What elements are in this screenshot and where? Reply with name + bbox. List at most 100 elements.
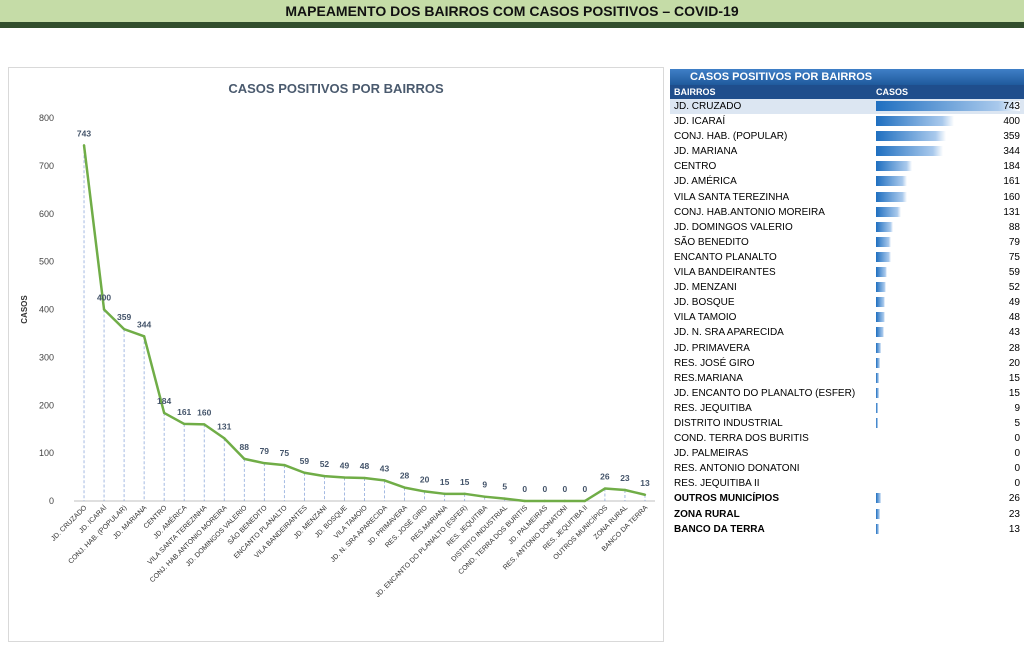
table-row: CONJ. HAB. (POPULAR) 359: [670, 129, 1024, 144]
y-tick-label: 100: [39, 448, 54, 458]
table-row: JD. ICARAÍ 400: [670, 114, 1024, 129]
table-row: DISTRITO INDUSTRIAL 5: [670, 416, 1024, 431]
data-label: 0: [542, 484, 547, 494]
table-row: JD. MARIANA 344: [670, 144, 1024, 159]
row-case-count: 161: [1003, 176, 1020, 188]
row-case-count: 0: [1014, 478, 1020, 490]
line-chart: CASOS POSITIVOS POR BAIRROSCASOS01002003…: [20, 81, 655, 599]
table-row: JD. N. SRA APARECIDA 43: [670, 325, 1024, 340]
row-bairro-name: JD. BOSQUE: [674, 297, 735, 309]
row-data-bar: [876, 312, 886, 323]
row-data-bar: [876, 191, 907, 202]
data-point: [263, 461, 266, 465]
data-label: 0: [583, 484, 588, 494]
page-title: MAPEAMENTO DOS BAIRROS COM CASOS POSITIV…: [285, 3, 739, 19]
row-bairro-name: JD. N. SRA APARECIDA: [674, 327, 784, 339]
row-data-bar: [876, 221, 894, 232]
table-row: CENTRO 184: [670, 159, 1024, 174]
row-data-bar: [876, 327, 885, 338]
data-label: 75: [280, 448, 290, 458]
row-case-count: 75: [1008, 251, 1020, 263]
row-bairro-name: COND. TERRA DOS BURITIS: [674, 433, 809, 445]
row-case-count: 23: [1008, 508, 1020, 520]
data-label: 23: [620, 473, 630, 483]
chart-title: CASOS POSITIVOS POR BAIRROS: [228, 81, 444, 96]
row-bairro-name: CONJ. HAB. (POPULAR): [674, 131, 788, 143]
row-case-count: 0: [1014, 448, 1020, 460]
row-case-count: 344: [1003, 146, 1020, 158]
data-point: [603, 487, 607, 490]
data-label: 5: [502, 482, 507, 492]
data-point: [423, 490, 426, 493]
data-point: [563, 499, 567, 503]
row-data-bar: [876, 417, 878, 428]
data-point: [223, 437, 226, 440]
row-data-bar: [876, 161, 912, 172]
x-tick-label: JD. CRUZADO: [50, 504, 89, 543]
row-case-count: 43: [1008, 327, 1020, 339]
row-data-bar: [876, 402, 878, 413]
row-bairro-name: CONJ. HAB.ANTONIO MOREIRA: [674, 206, 825, 218]
data-point: [383, 479, 386, 482]
y-axis-label: CASOS: [20, 295, 29, 324]
y-tick-label: 200: [39, 400, 54, 410]
row-case-count: 13: [1008, 523, 1020, 535]
data-label: 184: [157, 396, 171, 406]
data-label: 43: [380, 463, 390, 473]
table-row: OUTROS MUNICÍPIOS 26: [670, 491, 1024, 506]
row-case-count: 49: [1008, 297, 1020, 309]
row-case-count: 59: [1008, 267, 1020, 279]
banner-dark-band: [0, 22, 1024, 28]
row-case-count: 184: [1003, 161, 1020, 173]
row-data-bar: [876, 131, 946, 142]
data-label: 0: [562, 484, 567, 494]
row-data-bar: [876, 372, 879, 383]
data-point: [82, 144, 86, 147]
table-title: CASOS POSITIVOS POR BAIRROS: [670, 69, 1024, 85]
table-row: RES. JEQUITIBA 9: [670, 401, 1024, 416]
data-point: [363, 476, 366, 480]
table-row: JD. MENZANI 52: [670, 280, 1024, 295]
row-bairro-name: CENTRO: [674, 161, 717, 173]
data-label: 160: [197, 407, 211, 417]
table-row: JD. CRUZADO 743: [670, 99, 1024, 115]
table-row: VILA BANDEIRANTES 59: [670, 265, 1024, 280]
row-bairro-name: ZONA RURAL: [674, 508, 740, 520]
row-bairro-name: OUTROS MUNICÍPIOS: [674, 493, 780, 505]
header-banner: MAPEAMENTO DOS BAIRROS COM CASOS POSITIV…: [0, 0, 1024, 28]
data-label: 344: [137, 319, 151, 329]
row-case-count: 9: [1014, 402, 1020, 414]
data-point: [142, 335, 146, 338]
data-point: [303, 471, 306, 474]
table-row: JD. DOMINGOS VALERIO 88: [670, 220, 1024, 235]
row-bairro-name: VILA BANDEIRANTES: [674, 267, 776, 279]
data-label: 20: [420, 474, 430, 484]
row-case-count: 743: [1003, 101, 1020, 112]
row-bairro-name: RES. JEQUITIBA: [674, 402, 752, 414]
row-case-count: 5: [1014, 417, 1020, 429]
table-body: JD. CRUZADO 743 JD. ICARAÍ 400 CONJ. HAB. (P…: [670, 99, 1024, 537]
y-tick-label: 800: [39, 113, 54, 123]
table-row: RES. JEQUITIBA II 0: [670, 476, 1024, 491]
row-data-bar: [876, 236, 892, 247]
y-tick-label: 0: [49, 496, 54, 506]
data-point: [463, 492, 466, 496]
row-case-count: 88: [1008, 221, 1020, 233]
data-point: [162, 411, 166, 415]
column-bairros: BAIRROS: [674, 87, 716, 97]
row-data-bar: [876, 176, 908, 187]
table-row: JD. PRIMAVERA 28: [670, 341, 1024, 356]
row-bairro-name: DISTRITO INDUSTRIAL: [674, 417, 783, 429]
row-case-count: 28: [1008, 342, 1020, 354]
data-label: 49: [340, 461, 350, 471]
y-tick-label: 600: [39, 209, 54, 219]
table-row: SÃO BENEDITO 79: [670, 235, 1024, 250]
data-point: [483, 495, 486, 498]
data-label: 131: [217, 421, 231, 431]
row-bairro-name: RES.MARIANA: [674, 372, 743, 384]
table-row: ZONA RURAL 23: [670, 507, 1024, 522]
row-data-bar: [876, 267, 888, 278]
data-label: 48: [360, 461, 370, 471]
row-case-count: 52: [1008, 282, 1020, 294]
row-bairro-name: RES. JEQUITIBA II: [674, 478, 760, 490]
